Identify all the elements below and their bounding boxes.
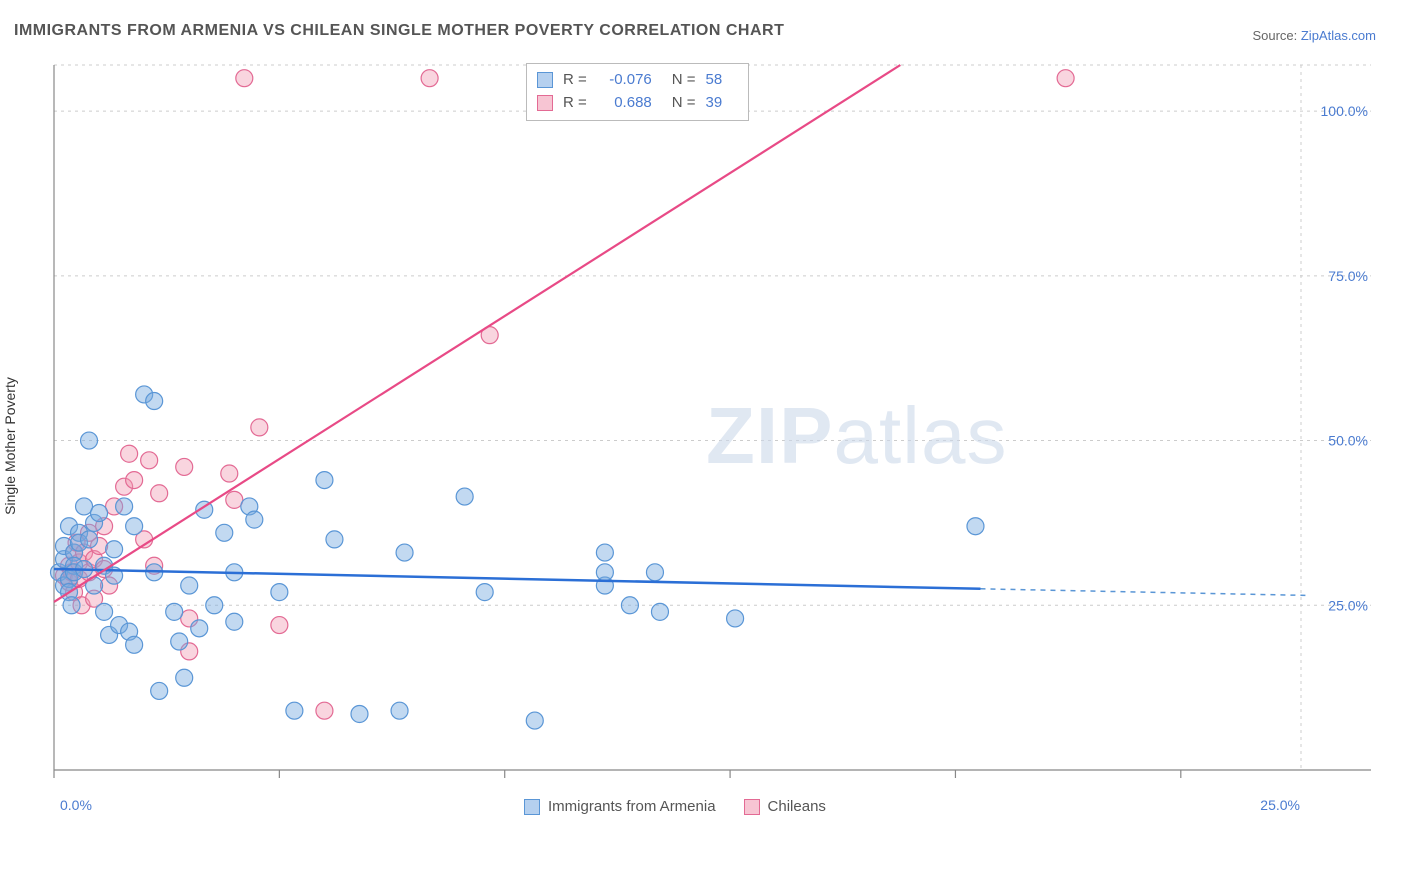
source-prefix: Source: xyxy=(1252,28,1300,43)
svg-text:25.0%: 25.0% xyxy=(1328,597,1368,613)
swatch-armenia xyxy=(537,72,553,88)
n-label: N = xyxy=(672,69,696,92)
source-link[interactable]: ZipAtlas.com xyxy=(1301,28,1376,43)
correlation-stats-box: R = -0.076 N = 58 R = 0.688 N = 39 xyxy=(526,63,749,121)
r-value-armenia: -0.076 xyxy=(597,69,652,92)
scatter-chart-svg: 25.0% 50.0% 75.0% 100.0% 0.0% 25.0% xyxy=(46,60,1376,820)
stat-row-chileans: R = 0.688 N = 39 xyxy=(537,92,736,115)
svg-text:50.0%: 50.0% xyxy=(1328,433,1368,449)
legend-item-blue: Immigrants from Armenia xyxy=(524,798,716,815)
n-value-armenia: 58 xyxy=(706,69,736,92)
chart-title: IMMIGRANTS FROM ARMENIA VS CHILEAN SINGL… xyxy=(14,22,784,40)
svg-text:100.0%: 100.0% xyxy=(1321,103,1368,119)
legend: Immigrants from Armenia Chileans xyxy=(524,798,826,815)
chart-area: 25.0%50.0%75.0%100.0%0.0%25.0% ZIPatlas … xyxy=(46,60,1376,820)
legend-swatch-blue xyxy=(524,799,540,815)
legend-swatch-pink xyxy=(744,799,760,815)
r-label: R = xyxy=(563,92,587,115)
legend-label-blue: Immigrants from Armenia xyxy=(548,798,716,815)
r-label: R = xyxy=(563,69,587,92)
svg-text:25.0%: 25.0% xyxy=(1260,797,1300,813)
source-label: Source: ZipAtlas.com xyxy=(1252,28,1376,43)
r-value-chileans: 0.688 xyxy=(597,92,652,115)
legend-item-pink: Chileans xyxy=(744,798,826,815)
n-label: N = xyxy=(672,92,696,115)
n-value-chileans: 39 xyxy=(706,92,736,115)
y-axis-label: Single Mother Poverty xyxy=(2,377,18,515)
svg-text:75.0%: 75.0% xyxy=(1328,268,1368,284)
swatch-chileans xyxy=(537,95,553,111)
legend-label-pink: Chileans xyxy=(768,798,826,815)
stat-row-armenia: R = -0.076 N = 58 xyxy=(537,69,736,92)
svg-text:0.0%: 0.0% xyxy=(60,797,92,813)
